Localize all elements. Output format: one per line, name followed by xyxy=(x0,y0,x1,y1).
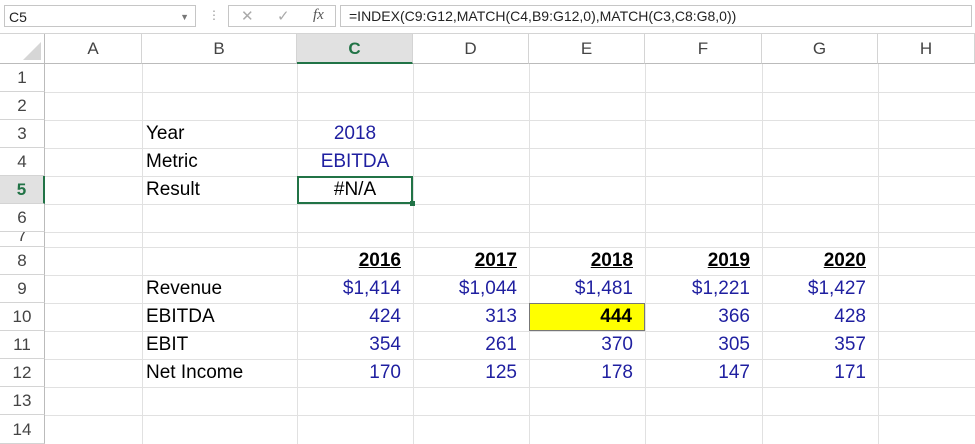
formula-buttons: ✕ ✓ fx xyxy=(228,5,336,27)
more-icon: ⋮ xyxy=(208,8,220,22)
gridline-horizontal xyxy=(45,303,975,304)
gridline-horizontal xyxy=(45,204,975,205)
column-header-g[interactable]: G xyxy=(762,34,878,64)
cell-value[interactable]: $1,221 xyxy=(691,278,750,299)
enter-icon[interactable]: ✓ xyxy=(277,8,290,25)
cell-year-header[interactable]: 2016 xyxy=(358,250,401,271)
row-header-2[interactable]: 2 xyxy=(0,92,45,120)
gridline-horizontal xyxy=(45,148,975,149)
cell-value[interactable]: 313 xyxy=(485,306,517,327)
cell-value[interactable]: 370 xyxy=(601,334,633,355)
gridline-vertical xyxy=(413,64,414,444)
row-header-6[interactable]: 6 xyxy=(0,204,45,232)
cell-metric-name[interactable]: Net Income xyxy=(146,362,244,383)
gridline-horizontal xyxy=(45,331,975,332)
column-header-a[interactable]: A xyxy=(45,34,142,64)
cell-value[interactable]: 428 xyxy=(834,306,866,327)
column-header-h[interactable]: H xyxy=(878,34,975,64)
cell-metric-label[interactable]: Metric xyxy=(146,151,198,172)
fill-handle[interactable] xyxy=(410,201,415,206)
cell-year-label[interactable]: Year xyxy=(146,123,185,144)
gridline-vertical xyxy=(878,64,879,444)
gridline-vertical xyxy=(142,64,143,444)
cell-year-header[interactable]: 2019 xyxy=(707,250,750,271)
cell-value[interactable]: 178 xyxy=(601,362,633,383)
cell-year-header[interactable]: 2020 xyxy=(823,250,866,271)
cell-value[interactable]: $1,044 xyxy=(458,278,517,299)
cell-metric-name[interactable]: EBIT xyxy=(146,334,189,355)
cell-value[interactable]: 366 xyxy=(718,306,750,327)
row-header-12[interactable]: 12 xyxy=(0,359,45,387)
gridline-vertical xyxy=(529,64,530,444)
name-box[interactable]: C5 ▼ xyxy=(4,5,196,27)
select-all-button[interactable] xyxy=(0,34,45,64)
cell-result-selected[interactable]: #N/A xyxy=(297,176,413,204)
cell-value[interactable]: $1,414 xyxy=(342,278,401,299)
column-header-d[interactable]: D xyxy=(413,34,529,64)
gridline-horizontal xyxy=(45,176,975,177)
name-box-value: C5 xyxy=(9,9,27,25)
row-header-8[interactable]: 8 xyxy=(0,247,45,275)
row-header-10[interactable]: 10 xyxy=(0,303,45,331)
cell-value[interactable]: 171 xyxy=(834,362,866,383)
row-header-1[interactable]: 1 xyxy=(0,64,45,92)
row-header-7[interactable]: 7 xyxy=(0,232,45,247)
cancel-icon[interactable]: ✕ xyxy=(241,8,254,25)
cell-value[interactable]: 305 xyxy=(718,334,750,355)
row-header-11[interactable]: 11 xyxy=(0,331,45,359)
column-header-f[interactable]: F xyxy=(645,34,762,64)
cell-year-input[interactable]: 2018 xyxy=(333,123,377,144)
gridline-vertical xyxy=(762,64,763,444)
row-header-14[interactable]: 14 xyxy=(0,415,45,444)
chevron-down-icon[interactable]: ▼ xyxy=(180,12,189,22)
gridline-horizontal xyxy=(45,387,975,388)
cell-value[interactable]: 125 xyxy=(485,362,517,383)
cell-value[interactable]: 170 xyxy=(369,362,401,383)
cell-year-header[interactable]: 2017 xyxy=(474,250,517,271)
gridline-horizontal xyxy=(45,359,975,360)
cell-metric-input[interactable]: EBITDA xyxy=(320,151,390,172)
cell-value[interactable]: 357 xyxy=(834,334,866,355)
cell-value[interactable]: 424 xyxy=(369,306,401,327)
row-header-13[interactable]: 13 xyxy=(0,387,45,415)
gridline-horizontal xyxy=(45,92,975,93)
row-header-9[interactable]: 9 xyxy=(0,275,45,303)
fx-icon[interactable]: fx xyxy=(313,7,324,23)
gridline-horizontal xyxy=(45,120,975,121)
row-header-3[interactable]: 3 xyxy=(0,120,45,148)
gridline-horizontal xyxy=(45,247,975,248)
gridline-horizontal xyxy=(45,232,975,233)
column-header-e[interactable]: E xyxy=(529,34,645,64)
formula-bar: C5 ▼ ⋮ ✕ ✓ fx =INDEX(C9:G12,MATCH(C4,B9:G… xyxy=(0,0,975,34)
cell-highlighted-value[interactable]: 444 xyxy=(529,303,645,331)
cell-value[interactable]: $1,481 xyxy=(574,278,633,299)
gridline-horizontal xyxy=(45,415,975,416)
row-header-4[interactable]: 4 xyxy=(0,148,45,176)
cell-year-header[interactable]: 2018 xyxy=(590,250,633,271)
gridline-horizontal xyxy=(45,275,975,276)
cell-result-label[interactable]: Result xyxy=(146,179,200,200)
cell-value[interactable]: 354 xyxy=(369,334,401,355)
cell-value[interactable]: 261 xyxy=(485,334,517,355)
column-header-c[interactable]: C xyxy=(297,34,413,64)
cell-metric-name[interactable]: Revenue xyxy=(146,278,223,299)
cell-value[interactable]: $1,427 xyxy=(807,278,866,299)
formula-input[interactable]: =INDEX(C9:G12,MATCH(C4,B9:G12,0),MATCH(C… xyxy=(340,5,972,27)
row-header-5[interactable]: 5 xyxy=(0,176,45,204)
cell-metric-name[interactable]: EBITDA xyxy=(146,306,215,327)
column-header-b[interactable]: B xyxy=(142,34,297,64)
gridline-vertical xyxy=(645,64,646,444)
cell-value[interactable]: 147 xyxy=(718,362,750,383)
gridline-vertical xyxy=(297,64,298,444)
